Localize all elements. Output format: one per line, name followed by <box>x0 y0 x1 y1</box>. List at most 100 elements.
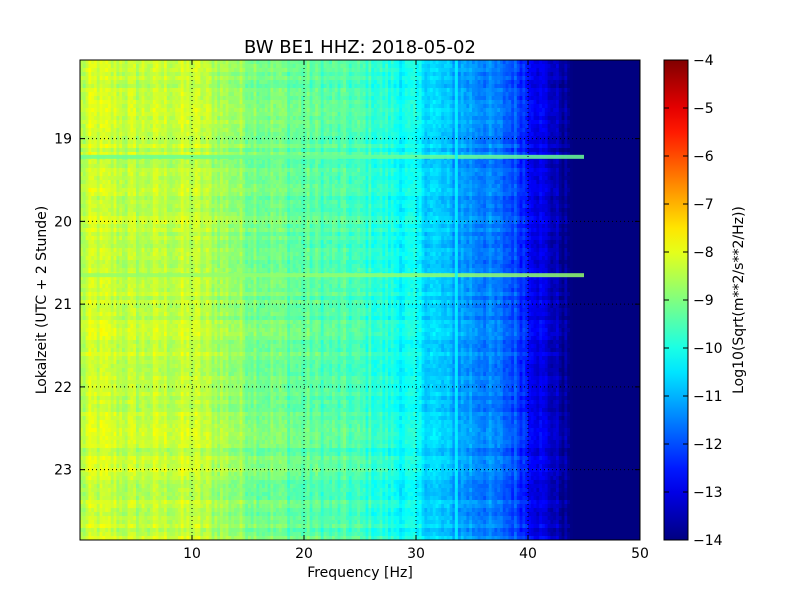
heatmap-cell <box>376 68 381 73</box>
heatmap-cell <box>575 68 579 73</box>
heatmap-cell <box>357 68 361 73</box>
heatmap-cell <box>116 68 120 73</box>
heatmap-cell <box>584 72 588 77</box>
heatmap-cell <box>113 72 117 77</box>
heatmap-cell <box>94 64 98 69</box>
heatmap-cell <box>245 64 249 69</box>
heatmap-cell <box>116 76 120 81</box>
heatmap-cell <box>516 60 521 65</box>
heatmap-cell <box>281 68 285 73</box>
heatmap-cell <box>306 60 311 65</box>
heatmap-cell <box>480 68 484 73</box>
heatmap-cell <box>152 64 157 69</box>
heatmap-cell <box>298 68 302 73</box>
heatmap-cell <box>505 72 509 77</box>
heatmap-cell <box>514 72 518 77</box>
heatmap-cell <box>124 64 129 69</box>
heatmap-cell <box>91 60 95 65</box>
heatmap-cell <box>581 68 585 73</box>
heatmap-cell <box>189 72 193 77</box>
heatmap-cell <box>351 64 355 69</box>
heatmap-cell <box>472 72 476 77</box>
heatmap-cell <box>194 68 199 73</box>
heatmap-cell <box>491 68 495 73</box>
heatmap-cell <box>393 68 397 73</box>
heatmap-cell <box>337 60 341 65</box>
heatmap-cell <box>320 60 325 65</box>
heatmap-cell <box>637 60 640 65</box>
chart-title: BW BE1 HHZ: 2018-05-02 <box>244 37 476 58</box>
heatmap-cell <box>189 64 193 69</box>
heatmap-cell <box>88 72 92 77</box>
heatmap-cell <box>390 68 395 73</box>
heatmap-cell <box>130 60 134 65</box>
heatmap-cell <box>189 60 193 65</box>
heatmap-cell <box>564 72 568 77</box>
heatmap-cell <box>463 68 467 73</box>
heatmap-cell <box>351 72 355 77</box>
heatmap-cell <box>248 60 252 65</box>
heatmap-cell <box>82 64 87 69</box>
heatmap-cell <box>80 72 84 77</box>
heatmap-cell <box>519 60 523 65</box>
heatmap-cell <box>169 60 173 65</box>
heatmap-cell <box>211 64 215 69</box>
heatmap-cell <box>186 68 190 73</box>
heatmap-cell <box>326 64 330 69</box>
heatmap-cell <box>525 72 529 77</box>
heatmap-cell <box>606 64 610 69</box>
heatmap-cell <box>110 72 115 77</box>
heatmap-cell <box>116 64 120 69</box>
heatmap-cell <box>264 60 269 65</box>
heatmap-cell <box>138 72 143 77</box>
heatmap-cell <box>410 60 414 65</box>
heatmap-cell <box>99 60 103 65</box>
heatmap-cell <box>172 72 176 77</box>
heatmap-cell <box>614 68 619 73</box>
heatmap-cell <box>494 72 498 77</box>
heatmap-cell <box>222 64 227 69</box>
heatmap-cell <box>183 64 187 69</box>
heatmap-cell <box>262 64 266 69</box>
heatmap-cell <box>393 60 397 65</box>
heatmap-cell <box>119 64 123 69</box>
heatmap-cell <box>203 60 207 65</box>
heatmap-cell <box>469 72 473 77</box>
heatmap-cell <box>138 76 143 81</box>
heatmap-cell <box>138 60 143 65</box>
heatmap-cell <box>175 72 179 77</box>
heatmap-cell <box>102 68 106 73</box>
heatmap-cell <box>603 72 607 77</box>
heatmap-cell <box>239 72 243 77</box>
heatmap-cell <box>96 68 101 73</box>
heatmap-cell <box>536 60 540 65</box>
heatmap-cell <box>242 72 246 77</box>
heatmap-cell <box>623 64 627 69</box>
heatmap-cell <box>382 68 386 73</box>
heatmap-cell <box>418 68 423 73</box>
heatmap-cell <box>511 64 515 69</box>
heatmap-cell <box>203 72 207 77</box>
heatmap-cell <box>522 72 526 77</box>
heatmap-cell <box>147 68 151 73</box>
heatmap-cell <box>570 68 574 73</box>
heatmap-cell <box>505 68 509 73</box>
heatmap-cell <box>525 64 529 69</box>
heatmap-cell <box>206 72 210 77</box>
heatmap-cell <box>105 64 109 69</box>
heatmap-cell <box>427 64 431 69</box>
heatmap-cell <box>547 72 551 77</box>
heatmap-cell <box>334 72 339 77</box>
heatmap-cell <box>250 68 255 73</box>
heatmap-cell <box>315 72 319 77</box>
heatmap-cell <box>127 64 131 69</box>
heatmap-cell <box>379 68 383 73</box>
heatmap-cell <box>105 76 109 81</box>
heatmap-cell <box>536 68 540 73</box>
heatmap-cell <box>242 68 246 73</box>
heatmap-cell <box>253 60 257 65</box>
heatmap-cell <box>500 68 504 73</box>
heatmap-cell <box>631 60 635 65</box>
heatmap-cell <box>575 72 579 77</box>
